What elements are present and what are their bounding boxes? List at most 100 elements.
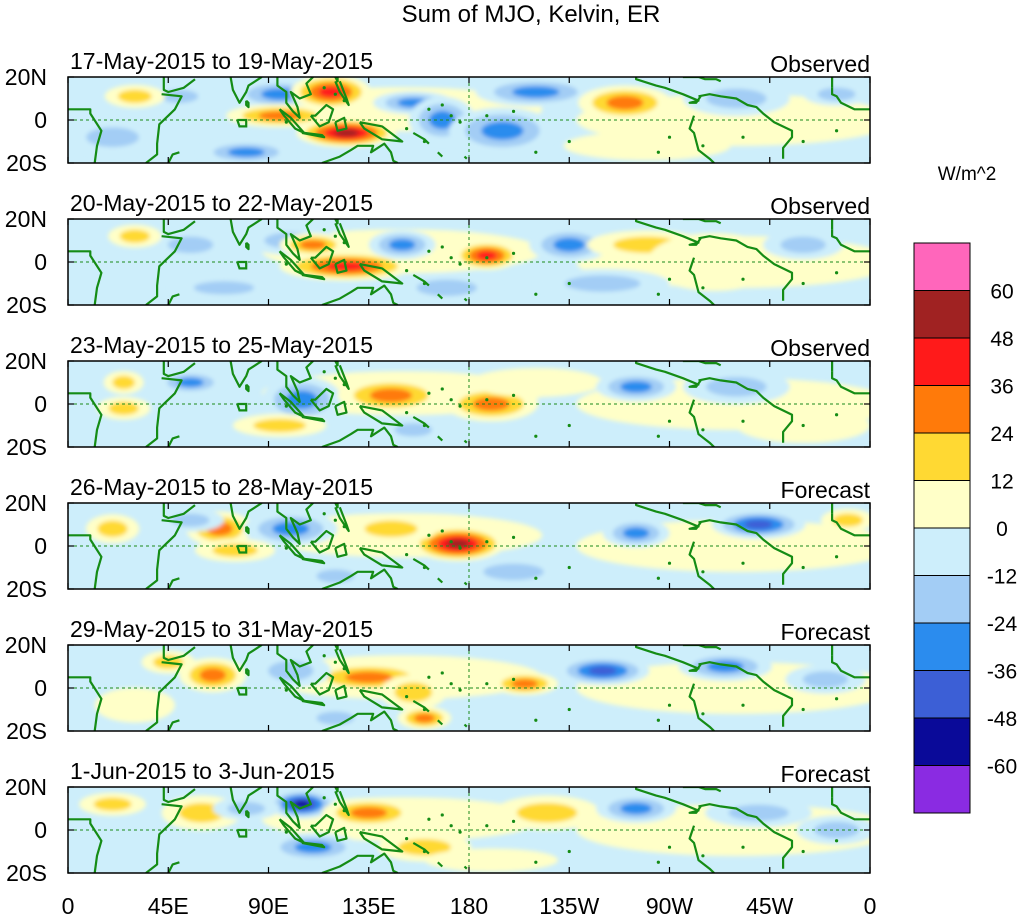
island-dot (485, 824, 489, 828)
colorbar-swatch (913, 527, 971, 576)
coastline (68, 108, 103, 163)
island-dot (440, 387, 444, 391)
colorbar-level-label: -24 (987, 613, 1018, 636)
anomaly-contour (316, 569, 355, 583)
coastline (245, 667, 250, 677)
y-tick-label: 20S (6, 434, 47, 460)
anomaly-contour (424, 848, 559, 872)
coastline (463, 581, 468, 586)
coastline (229, 503, 263, 530)
island-dot (534, 434, 538, 438)
coastline (682, 645, 722, 651)
x-tick-label: 135W (539, 893, 599, 919)
y-tick-label: 0 (34, 675, 47, 701)
coastline (162, 787, 196, 804)
coastline (276, 77, 314, 119)
island-dot (801, 423, 805, 428)
island-dot (701, 144, 705, 148)
y-tick-label: 0 (34, 533, 47, 559)
colorbar-swatch (913, 385, 971, 434)
island-dot (333, 518, 337, 522)
anomaly-contour (620, 381, 652, 393)
coastline (334, 645, 339, 651)
panel-date-range: 26-May-2015 to 28-May-2015 (70, 474, 373, 500)
island-dot (427, 249, 431, 253)
coastline (412, 131, 430, 145)
panel-date-range: 29-May-2015 to 31-May-2015 (70, 616, 373, 642)
island-dot (342, 809, 346, 813)
colorbar-level-label: -36 (987, 661, 1017, 684)
island-dot (342, 667, 346, 671)
island-dot (440, 813, 444, 817)
island-dot (511, 109, 516, 113)
coastline (321, 426, 399, 447)
panel-4: 20N 0 20S 26-May-2015 to 28-May-2015 Forecas… (5, 474, 871, 602)
coastline (309, 103, 335, 128)
coastline (309, 813, 335, 838)
y-tick-label: 20S (6, 718, 47, 744)
island-dot (449, 398, 453, 402)
coastline (688, 683, 715, 731)
island-dot (427, 817, 431, 821)
coastline (229, 645, 263, 672)
anomaly-contour (345, 671, 393, 683)
y-tick-label: 20S (6, 150, 47, 176)
island-dot (741, 845, 745, 849)
island-dot (333, 660, 337, 664)
anomaly-contour (728, 804, 789, 821)
coastline (358, 263, 404, 285)
island-dot (534, 150, 538, 154)
anomaly-contour (398, 839, 451, 856)
coastline (635, 645, 702, 672)
coastline (688, 115, 715, 163)
anomaly-contour (318, 86, 343, 98)
island-dot (667, 561, 672, 565)
island-dot (449, 540, 453, 544)
coastline (334, 77, 339, 83)
island-dot (440, 529, 444, 533)
island-dot (458, 404, 462, 408)
anomaly-contour (780, 236, 826, 253)
colorbar-level-label: 60 (990, 281, 1013, 304)
coastline (229, 219, 263, 246)
region-box (236, 118, 248, 128)
island-dot (284, 830, 288, 834)
coastline (688, 257, 715, 305)
island-dot (422, 423, 427, 428)
coastline (635, 503, 702, 530)
island-dot (284, 404, 288, 408)
coastline (437, 719, 444, 726)
anomaly-contour (620, 802, 652, 815)
x-tick-label: 45W (746, 893, 794, 919)
coastline (309, 387, 335, 412)
anomaly-contour (394, 682, 433, 703)
island-dot (534, 292, 538, 296)
colorbar-level-label: 12 (990, 471, 1013, 494)
coastline (698, 93, 794, 159)
coastline (412, 273, 430, 287)
panel-overlays (68, 787, 870, 873)
coastline (276, 787, 314, 829)
island-dot (801, 139, 805, 144)
coastline (278, 392, 306, 418)
region-box (236, 402, 248, 412)
coastline (334, 790, 350, 817)
anomaly-contour (512, 86, 560, 98)
anomaly-contour (388, 239, 416, 251)
region-box (236, 686, 248, 696)
island-dot (567, 139, 571, 144)
coastline (688, 399, 715, 447)
y-tick-label: 20S (6, 860, 47, 886)
anomaly-contour (416, 279, 477, 296)
colorbar-swatch (913, 717, 971, 766)
island-dot (427, 391, 431, 395)
anomaly-contour (469, 368, 603, 397)
coastline (301, 699, 326, 707)
coastline (334, 542, 348, 558)
panel-overlays (68, 645, 870, 731)
island-dot (701, 712, 705, 716)
coastline (358, 547, 404, 569)
island-dot (667, 419, 672, 423)
panel-1: 20N 0 20S 17-May-2015 to 19-May-2015 Observe… (5, 48, 871, 176)
coastline (688, 541, 715, 589)
